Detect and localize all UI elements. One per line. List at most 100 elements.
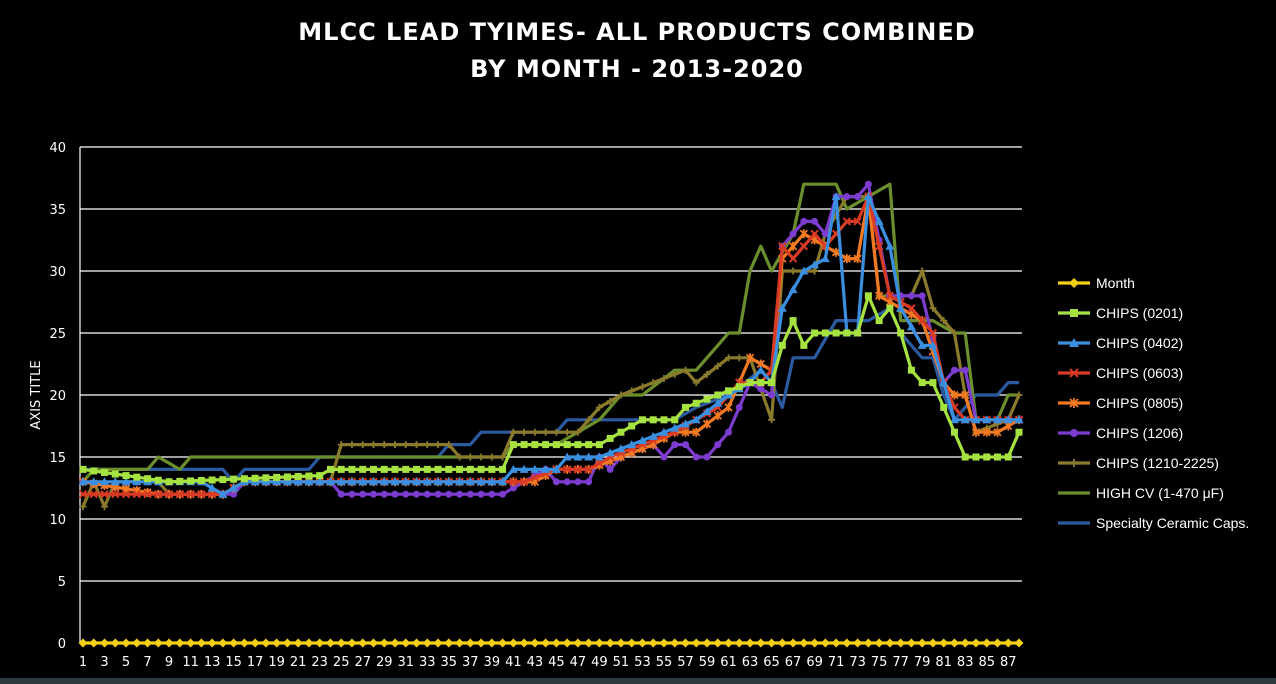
x-tick-label: 87 (1000, 655, 1017, 670)
data-point (992, 638, 1002, 648)
data-point (562, 638, 572, 648)
data-point (960, 415, 970, 424)
data-point (853, 217, 862, 226)
data-point (703, 395, 711, 403)
data-point (520, 441, 528, 449)
data-point (154, 476, 162, 484)
x-tick-label: 1 (79, 655, 87, 670)
data-point (347, 638, 357, 648)
data-point (681, 366, 689, 374)
data-point (456, 453, 464, 461)
y-tick-label: 5 (58, 575, 66, 590)
legend-label: Specialty Ceramic Caps. (1096, 515, 1249, 531)
data-point (702, 638, 712, 648)
data-point (874, 638, 884, 648)
data-point (1003, 415, 1013, 424)
data-point (735, 403, 743, 411)
data-point (971, 427, 981, 437)
data-point (929, 304, 937, 312)
y-axis-label: AXIS TITLE (29, 360, 44, 429)
data-point (594, 452, 604, 461)
data-point (853, 254, 862, 264)
data-point (239, 638, 249, 648)
data-point (508, 464, 518, 473)
data-point (380, 490, 388, 498)
data-point (594, 638, 604, 648)
data-point (702, 407, 712, 416)
data-point (724, 390, 734, 399)
data-point (390, 638, 400, 648)
data-point (186, 489, 195, 499)
data-point (100, 638, 110, 648)
legend-label: CHIPS (0402) (1096, 335, 1183, 351)
data-point (369, 441, 377, 449)
data-point (874, 241, 884, 251)
x-tick-label: 47 (570, 655, 587, 670)
data-point (1069, 278, 1079, 288)
data-point (143, 638, 153, 648)
data-point (585, 441, 593, 449)
data-point (347, 477, 357, 486)
data-point (649, 379, 657, 387)
x-tick-label: 15 (225, 655, 242, 670)
data-point (154, 489, 163, 499)
data-point (305, 472, 313, 480)
x-tick-label: 33 (419, 655, 436, 670)
data-point (282, 477, 292, 486)
legend-label: CHIPS (1206) (1096, 425, 1183, 441)
data-point (304, 477, 314, 486)
data-point (401, 638, 411, 648)
data-point (132, 638, 142, 648)
legend-entry: CHIPS (0402) (1058, 335, 1183, 351)
data-point (1014, 638, 1024, 648)
data-point (917, 638, 927, 648)
data-point (369, 465, 377, 473)
data-point (907, 303, 916, 313)
data-point (498, 477, 508, 486)
x-tick-label: 69 (806, 655, 823, 670)
data-point (906, 638, 916, 648)
legend-label: Month (1096, 275, 1135, 291)
x-tick-label: 29 (376, 655, 393, 670)
data-point (325, 477, 335, 486)
data-point (110, 638, 120, 648)
data-point (768, 379, 776, 387)
series-line (83, 195, 1019, 496)
data-point (574, 428, 582, 436)
data-point (164, 638, 174, 648)
data-point (637, 435, 647, 444)
data-point (466, 490, 474, 498)
x-tick-label: 31 (397, 655, 414, 670)
data-point (348, 465, 356, 473)
data-point (820, 638, 830, 648)
data-point (519, 477, 529, 487)
x-tick-label: 41 (505, 655, 522, 670)
data-point (476, 638, 486, 648)
x-tick-label: 71 (828, 655, 845, 670)
data-point (863, 638, 873, 648)
data-point (100, 477, 110, 486)
data-point (282, 638, 292, 648)
data-point (789, 230, 797, 238)
data-point (574, 441, 582, 449)
data-point (445, 490, 453, 498)
data-point (875, 291, 884, 301)
data-point (412, 638, 422, 648)
y-tick-label: 20 (49, 389, 66, 404)
data-point (465, 638, 475, 648)
data-point (563, 428, 571, 436)
legend-entry: HIGH CV (1-470 μF) (1058, 485, 1224, 501)
data-point (196, 638, 206, 648)
data-point (820, 254, 830, 263)
legend-label: CHIPS (1210-2225) (1096, 455, 1219, 471)
x-tick-label: 3 (100, 655, 108, 670)
x-tick-label: 85 (978, 655, 995, 670)
data-point (477, 490, 485, 498)
data-point (509, 428, 517, 436)
y-tick-label: 40 (49, 141, 66, 156)
data-point (531, 428, 539, 436)
data-point (756, 638, 766, 648)
data-point (218, 489, 228, 498)
data-point (499, 453, 507, 461)
